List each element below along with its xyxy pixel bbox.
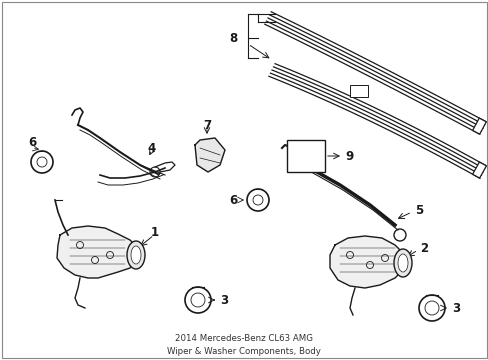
Text: 3: 3: [451, 302, 459, 315]
Polygon shape: [195, 138, 224, 172]
Text: 4: 4: [147, 141, 156, 154]
Text: 6: 6: [28, 135, 36, 149]
Text: 8: 8: [229, 32, 238, 45]
Ellipse shape: [397, 254, 407, 272]
Text: 3: 3: [220, 293, 228, 306]
Ellipse shape: [393, 249, 411, 277]
Polygon shape: [472, 118, 485, 134]
Text: 9: 9: [345, 149, 352, 162]
Polygon shape: [329, 236, 404, 288]
Text: 5: 5: [414, 203, 423, 216]
Text: 6: 6: [229, 194, 238, 207]
FancyBboxPatch shape: [286, 140, 325, 172]
Text: 2: 2: [419, 242, 427, 255]
Ellipse shape: [131, 246, 141, 264]
Text: 7: 7: [203, 118, 211, 131]
Polygon shape: [57, 226, 138, 278]
Text: 1: 1: [151, 225, 159, 239]
Text: 2014 Mercedes-Benz CL63 AMG
Wiper & Washer Components, Body: 2014 Mercedes-Benz CL63 AMG Wiper & Wash…: [167, 334, 320, 356]
FancyBboxPatch shape: [349, 85, 367, 97]
Ellipse shape: [127, 241, 145, 269]
Polygon shape: [471, 162, 486, 178]
